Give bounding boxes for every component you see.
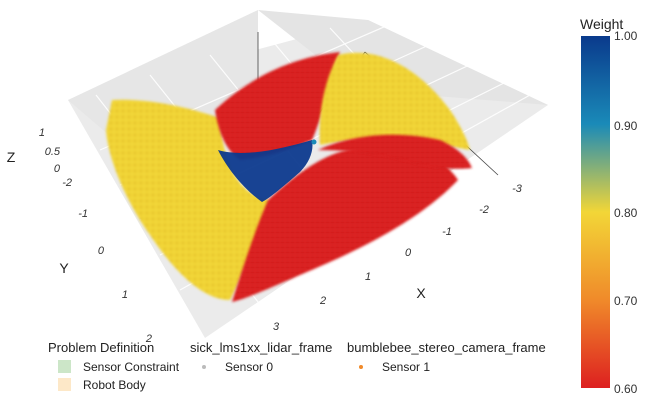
- region-red-top-left: [215, 52, 340, 160]
- colorbar-tick: 0.60: [614, 382, 638, 396]
- legend-marker: [202, 365, 206, 369]
- sensor-0-marker: [311, 139, 317, 145]
- x-tick: 1: [365, 271, 371, 283]
- z-tick: 1: [39, 127, 45, 139]
- colorbar-tick: 0.70: [614, 294, 638, 308]
- x-tick: 0: [405, 247, 412, 259]
- colorbar: Weight 1.00 0.90 0.80 0.70 0.60: [580, 16, 638, 396]
- legend-label: Sensor 0: [225, 360, 273, 374]
- y-tick: 2: [145, 333, 152, 345]
- legend-swatch: [58, 378, 71, 391]
- y-axis-title: Y: [59, 260, 69, 276]
- x-tick: -2: [479, 204, 489, 216]
- z-axis-title: Z: [7, 149, 16, 165]
- x-tick: 3: [273, 321, 280, 333]
- x-axis-title: X: [416, 285, 426, 301]
- legend-group-camera: bumblebee_stereo_camera_frame Sensor 1: [347, 340, 546, 374]
- legend-label: Sensor Constraint: [83, 360, 180, 374]
- region-yellow-top-right: [319, 52, 470, 151]
- x-tick: 2: [319, 295, 326, 307]
- z-axis: Z 1 0.5 0 -2: [7, 127, 72, 189]
- legend-group-lidar: sick_lms1xx_lidar_frame Sensor 0: [190, 340, 332, 374]
- legend-label: Sensor 1: [382, 360, 430, 374]
- colorbar-tick: 0.90: [614, 119, 638, 133]
- y-tick: 1: [122, 289, 128, 301]
- z-tick: 0: [54, 163, 61, 175]
- x-tick: -3: [512, 183, 523, 195]
- legend-group-title: sick_lms1xx_lidar_frame: [190, 340, 332, 355]
- y-tick: -1: [78, 208, 88, 220]
- legend-label: Robot Body: [83, 378, 146, 392]
- z-tick: -2: [62, 177, 72, 189]
- region-red-right: [318, 134, 472, 169]
- legend-marker: [359, 365, 363, 369]
- legend: Problem Definition Sensor Constraint Rob…: [48, 340, 546, 392]
- colorbar-gradient: [581, 36, 610, 388]
- z-tick: 0.5: [45, 146, 61, 158]
- y-tick: 0: [98, 245, 105, 257]
- colorbar-tick: 0.80: [614, 206, 638, 220]
- scene-back-pane-right: [258, 10, 548, 105]
- legend-item-sensor-0[interactable]: Sensor 0: [202, 360, 273, 374]
- legend-item-sensor-constraint[interactable]: Sensor Constraint: [58, 360, 180, 374]
- y-axis: Y -1 0 1 2: [59, 208, 152, 345]
- region-blue-center: [218, 140, 313, 202]
- legend-swatch: [58, 360, 71, 373]
- colorbar-title: Weight: [580, 16, 623, 32]
- x-axis: X -3 -2 -1 0 1 2 3: [273, 183, 523, 333]
- legend-group-problem-definition: Problem Definition Sensor Constraint Rob…: [48, 340, 180, 392]
- legend-item-sensor-1[interactable]: Sensor 1: [359, 360, 430, 374]
- colorbar-tick: 1.00: [614, 29, 638, 43]
- legend-group-title: bumblebee_stereo_camera_frame: [347, 340, 546, 355]
- region-yellow-left: [106, 99, 270, 300]
- region-red-bottom: [232, 148, 458, 302]
- legend-group-title: Problem Definition: [48, 340, 154, 355]
- data-cloud: [106, 52, 472, 302]
- x-tick: -1: [442, 226, 452, 238]
- legend-item-robot-body[interactable]: Robot Body: [58, 378, 146, 392]
